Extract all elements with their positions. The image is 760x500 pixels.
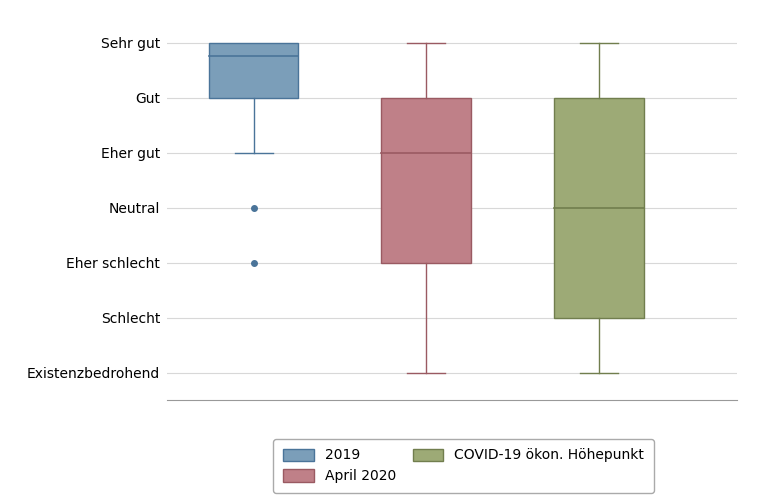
Bar xyxy=(209,42,299,98)
Bar xyxy=(382,98,471,262)
Bar xyxy=(554,98,644,318)
Legend: 2019, April 2020, COVID-19 ökon. Höhepunkt: 2019, April 2020, COVID-19 ökon. Höhepun… xyxy=(274,439,654,493)
